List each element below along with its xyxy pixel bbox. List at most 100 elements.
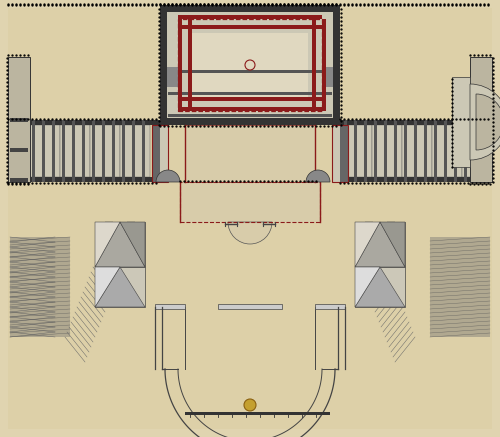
Bar (62, 120, 65, 182)
Bar (402, 125, 432, 177)
Bar (8, 177, 160, 182)
Bar (332, 125, 348, 182)
Bar (322, 67, 333, 87)
Wedge shape (476, 94, 500, 150)
Bar (188, 19, 192, 111)
Bar (432, 125, 462, 177)
Bar (218, 304, 282, 309)
Bar (10, 125, 30, 177)
Bar (354, 120, 357, 182)
Polygon shape (95, 267, 145, 307)
Bar (72, 120, 75, 182)
Bar (355, 267, 405, 307)
Bar (132, 120, 135, 182)
Polygon shape (95, 222, 120, 267)
Bar (52, 120, 55, 182)
Bar (95, 222, 145, 267)
Bar (8, 57, 30, 182)
Bar (102, 120, 105, 182)
Bar (90, 125, 120, 177)
Bar (42, 120, 45, 182)
Bar (168, 114, 332, 117)
Bar (394, 120, 397, 182)
Bar (470, 57, 492, 182)
Bar (430, 237, 490, 337)
Bar (404, 120, 407, 182)
Bar (152, 125, 168, 182)
Bar (332, 125, 340, 182)
Bar (185, 125, 315, 182)
Bar (180, 182, 320, 222)
Bar (32, 120, 35, 182)
Bar (414, 120, 417, 182)
Bar (60, 125, 90, 177)
Bar (178, 19, 182, 111)
Bar (452, 77, 470, 167)
Bar (30, 125, 60, 177)
Bar (142, 120, 145, 182)
Bar (372, 125, 402, 177)
Bar (10, 148, 28, 152)
Bar (444, 120, 447, 182)
Bar (340, 177, 492, 182)
Bar (167, 12, 333, 118)
Bar (82, 120, 85, 182)
Bar (185, 412, 330, 415)
Bar (178, 19, 322, 111)
Bar (434, 120, 437, 182)
Wedge shape (470, 84, 500, 160)
Bar (155, 304, 185, 309)
Bar (120, 125, 150, 177)
Bar (160, 125, 168, 182)
Bar (332, 125, 348, 182)
Bar (10, 178, 28, 182)
Polygon shape (355, 267, 380, 307)
Bar (374, 120, 377, 182)
Bar (315, 304, 345, 309)
Bar (342, 125, 372, 177)
Wedge shape (306, 170, 330, 182)
Bar (160, 118, 340, 125)
Polygon shape (120, 222, 145, 267)
Bar (454, 120, 457, 182)
Bar (333, 5, 340, 125)
Polygon shape (95, 222, 145, 267)
Bar (112, 120, 115, 182)
Bar (122, 120, 125, 182)
Bar (152, 125, 168, 182)
Bar (95, 267, 145, 307)
Bar (178, 15, 322, 19)
Bar (10, 118, 28, 122)
Polygon shape (355, 267, 405, 307)
Bar (178, 107, 322, 111)
Wedge shape (228, 222, 272, 244)
Circle shape (244, 399, 256, 411)
Bar (8, 120, 160, 125)
Bar (474, 120, 477, 182)
Bar (344, 120, 347, 182)
Bar (180, 182, 320, 222)
Polygon shape (355, 222, 405, 267)
Polygon shape (380, 222, 405, 267)
Bar (462, 125, 490, 177)
Bar (160, 5, 340, 12)
Wedge shape (156, 170, 180, 182)
Bar (168, 92, 332, 95)
Bar (384, 120, 387, 182)
Bar (160, 5, 167, 125)
Bar (167, 67, 178, 87)
Bar (192, 33, 308, 97)
Bar (364, 120, 367, 182)
Bar (464, 120, 467, 182)
Polygon shape (355, 222, 380, 267)
Bar (22, 120, 25, 182)
Bar (178, 25, 322, 29)
Bar (424, 120, 427, 182)
Bar (312, 19, 316, 111)
Bar (322, 19, 326, 111)
Polygon shape (95, 267, 120, 307)
Bar (340, 120, 492, 125)
Bar (12, 120, 15, 182)
Bar (178, 97, 322, 101)
Bar (355, 222, 405, 267)
